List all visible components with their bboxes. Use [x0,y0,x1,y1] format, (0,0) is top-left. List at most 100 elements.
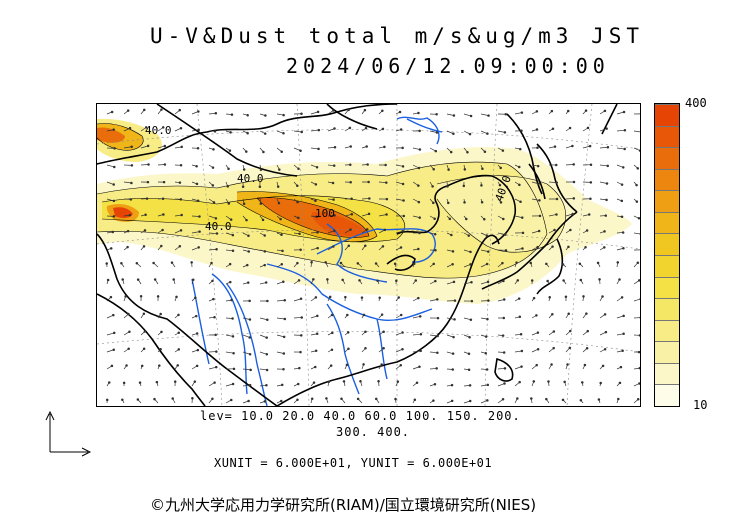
wind-arrow-head [385,197,389,201]
wind-arrow-head [162,213,165,216]
wind-arrow-head [124,295,127,298]
wind-arrow-head [446,201,450,205]
wind-arrow-head [561,263,565,266]
wind-arrow-head [146,144,150,148]
wind-arrow-head [129,198,133,201]
wind-arrow-head [121,278,124,281]
wind-arrow-head [130,164,134,167]
wind-arrow-head [197,110,200,113]
wind-arrow-head [263,132,267,135]
wind-arrow-head [261,218,265,222]
wind-arrow [480,113,489,116]
wind-arrow-head [622,110,626,114]
wind-arrow-head [434,249,437,252]
wind-arrow-head [333,229,336,232]
wind-arrow-head [121,398,124,401]
wind-arrow-head [345,363,349,367]
wind-arrow-head [283,317,287,321]
colorbar-segment [655,233,679,255]
wind-arrow-head [601,364,605,368]
wind-arrow-head [245,218,248,222]
wind-arrow-head [242,168,246,171]
wind-arrow-head [230,298,233,302]
wind-arrow [259,317,268,321]
wind-arrow-head [197,246,200,249]
wind-arrow-head [383,145,386,149]
wind-arrow-head [281,249,284,253]
wind-arrow-head [367,180,370,184]
wind-arrow-head [197,128,200,131]
wind-arrow-head [314,296,318,299]
wind-arrow-head [363,108,367,112]
wind-arrow-head [617,397,620,401]
wind-arrow-head [312,278,315,281]
wind-arrow-head [501,149,505,152]
wind-arrow-head [211,279,214,283]
wind-arrow-head [326,278,329,281]
wind-arrow-head [635,200,639,203]
wind-arrow-head [484,352,488,355]
wind-arrow-head [365,228,369,231]
wind-arrow-head [155,380,159,384]
wind-arrow-head [566,109,570,113]
wind-arrow [225,351,234,354]
wind-arrow-head [603,109,607,113]
wind-arrow-head [536,331,540,334]
wind-arrow-head [263,263,266,267]
wind-arrow-head [246,113,249,117]
wind-arrow-head [446,185,449,188]
wind-arrow-head [583,363,587,367]
wind-arrow-head [109,295,113,299]
wind-arrow-head [548,296,551,299]
colorbar-segment [655,384,679,406]
wind-arrow-head [248,352,252,356]
wind-arrow-head [280,262,284,266]
wind-arrow-head [143,330,147,333]
wind-arrow-head [300,316,303,319]
wind-arrow-head [572,163,575,166]
wind-arrow-head [296,200,299,204]
wind-arrow-head [171,397,174,400]
wind-arrow-head [327,380,331,383]
wind-arrow-head [586,126,590,130]
wind-arrow-head [106,278,110,282]
wind-arrow [276,317,285,320]
wind-arrow-head [136,278,140,281]
wind-arrow-head [434,279,437,283]
wind-arrow-head [296,261,299,265]
wind-arrow-head [536,347,540,351]
wind-arrow-head [481,167,484,171]
wind-arrow-head [179,164,183,167]
wind-arrow-head [605,127,608,130]
wind-arrow-head [330,313,334,317]
wind-arrow-head [280,383,284,387]
wind-arrow-head [536,245,539,249]
wind-arrow-head [332,245,335,248]
wind-arrow-head [532,296,536,300]
wind-arrow-head [178,108,182,112]
colorbar-segment [655,341,679,363]
wind-arrow-head [417,296,420,300]
wind-arrow-head [331,181,335,185]
wind-arrow-head [152,261,155,265]
wind-arrow-head [172,278,175,281]
wind-arrow [310,147,319,150]
wind-arrow-head [418,365,421,369]
wind-arrow-head [112,183,115,186]
wind-arrow-head [553,228,556,232]
wind-arrow-head [433,217,436,220]
wind-arrow-head [356,262,360,265]
wind-arrow-head [636,167,640,170]
wind-arrow-head [568,346,572,350]
wind-arrow-head [196,147,200,150]
wind-arrow-head [144,213,147,216]
wind-arrow [412,333,421,336]
wind-arrow-head [521,247,524,250]
contour-label: 40.0 [205,220,232,233]
wind-arrow-head [179,198,183,201]
wind-arrow-head [516,279,520,282]
wind-arrow-head [339,261,343,265]
wind-arrow-head [195,182,199,186]
wind-arrow-head [297,216,300,220]
wind-arrow-head [259,202,263,205]
